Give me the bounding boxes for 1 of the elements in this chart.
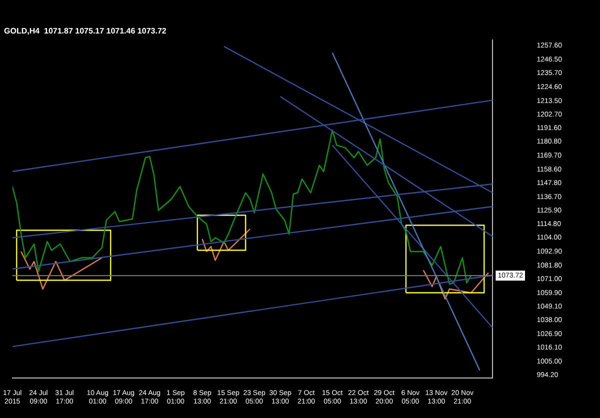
- chart-title: GOLD,H4 1071.87 1075.17 1071.46 1073.72: [4, 26, 167, 36]
